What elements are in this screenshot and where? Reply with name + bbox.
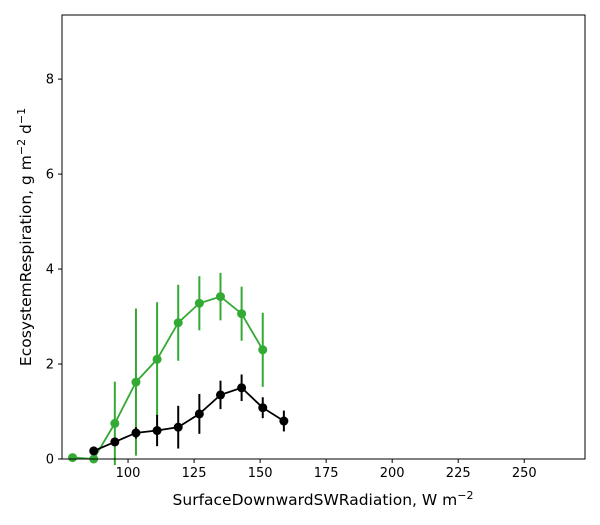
data-point xyxy=(194,409,204,419)
data-point xyxy=(258,345,268,355)
y-axis-label-mid: d xyxy=(17,124,35,139)
data-point xyxy=(152,354,162,364)
x-tick-label: 150 xyxy=(248,466,273,481)
series-line xyxy=(93,386,285,452)
data-point xyxy=(173,422,183,432)
y-tick-label: 4 xyxy=(46,263,54,278)
x-tick-label: 100 xyxy=(116,466,141,481)
series-layer xyxy=(68,272,289,466)
data-point xyxy=(110,418,120,428)
data-point xyxy=(110,437,120,447)
series-line xyxy=(72,295,264,460)
data-point xyxy=(194,298,204,308)
y-axis-label-exponent-1: −2 xyxy=(15,139,28,155)
data-point xyxy=(237,383,247,393)
data-point xyxy=(258,403,268,413)
y-tick-label: 2 xyxy=(46,358,54,373)
series-2 xyxy=(89,374,289,456)
data-point xyxy=(131,428,141,438)
x-axis-label: SurfaceDownwardSWRadiation, W m−2 xyxy=(173,489,474,509)
x-tick-label: 250 xyxy=(512,466,537,481)
x-tick-label: 175 xyxy=(314,466,339,481)
data-point xyxy=(279,416,289,426)
tick-layer: 100 125 150 175 200 225 250 0 2 4 6 8 xyxy=(46,73,537,481)
data-point xyxy=(152,426,162,436)
data-point xyxy=(68,453,78,463)
x-axis-label-main: SurfaceDownwardSWRadiation, W m xyxy=(173,491,458,509)
data-point xyxy=(215,390,225,400)
y-axis-label: EcosystemRespiration, g m−2 d−1 xyxy=(15,108,35,366)
x-axis-label-exponent: −2 xyxy=(457,489,473,502)
y-axis-label-exponent-2: −1 xyxy=(15,108,28,124)
x-tick-label: 125 xyxy=(182,466,207,481)
data-point xyxy=(89,446,99,456)
data-point xyxy=(237,309,247,319)
y-tick-label: 8 xyxy=(46,73,54,88)
y-tick-label: 6 xyxy=(46,168,54,183)
y-tick-label: 0 xyxy=(46,453,54,468)
y-axis-label-main: EcosystemRespiration, g m xyxy=(17,155,35,366)
data-point xyxy=(173,318,183,328)
x-tick-label: 225 xyxy=(446,466,471,481)
data-point xyxy=(131,377,141,387)
plot-frame xyxy=(61,14,586,460)
series-1 xyxy=(68,272,268,466)
data-point xyxy=(215,292,225,302)
x-tick-label: 200 xyxy=(380,466,405,481)
